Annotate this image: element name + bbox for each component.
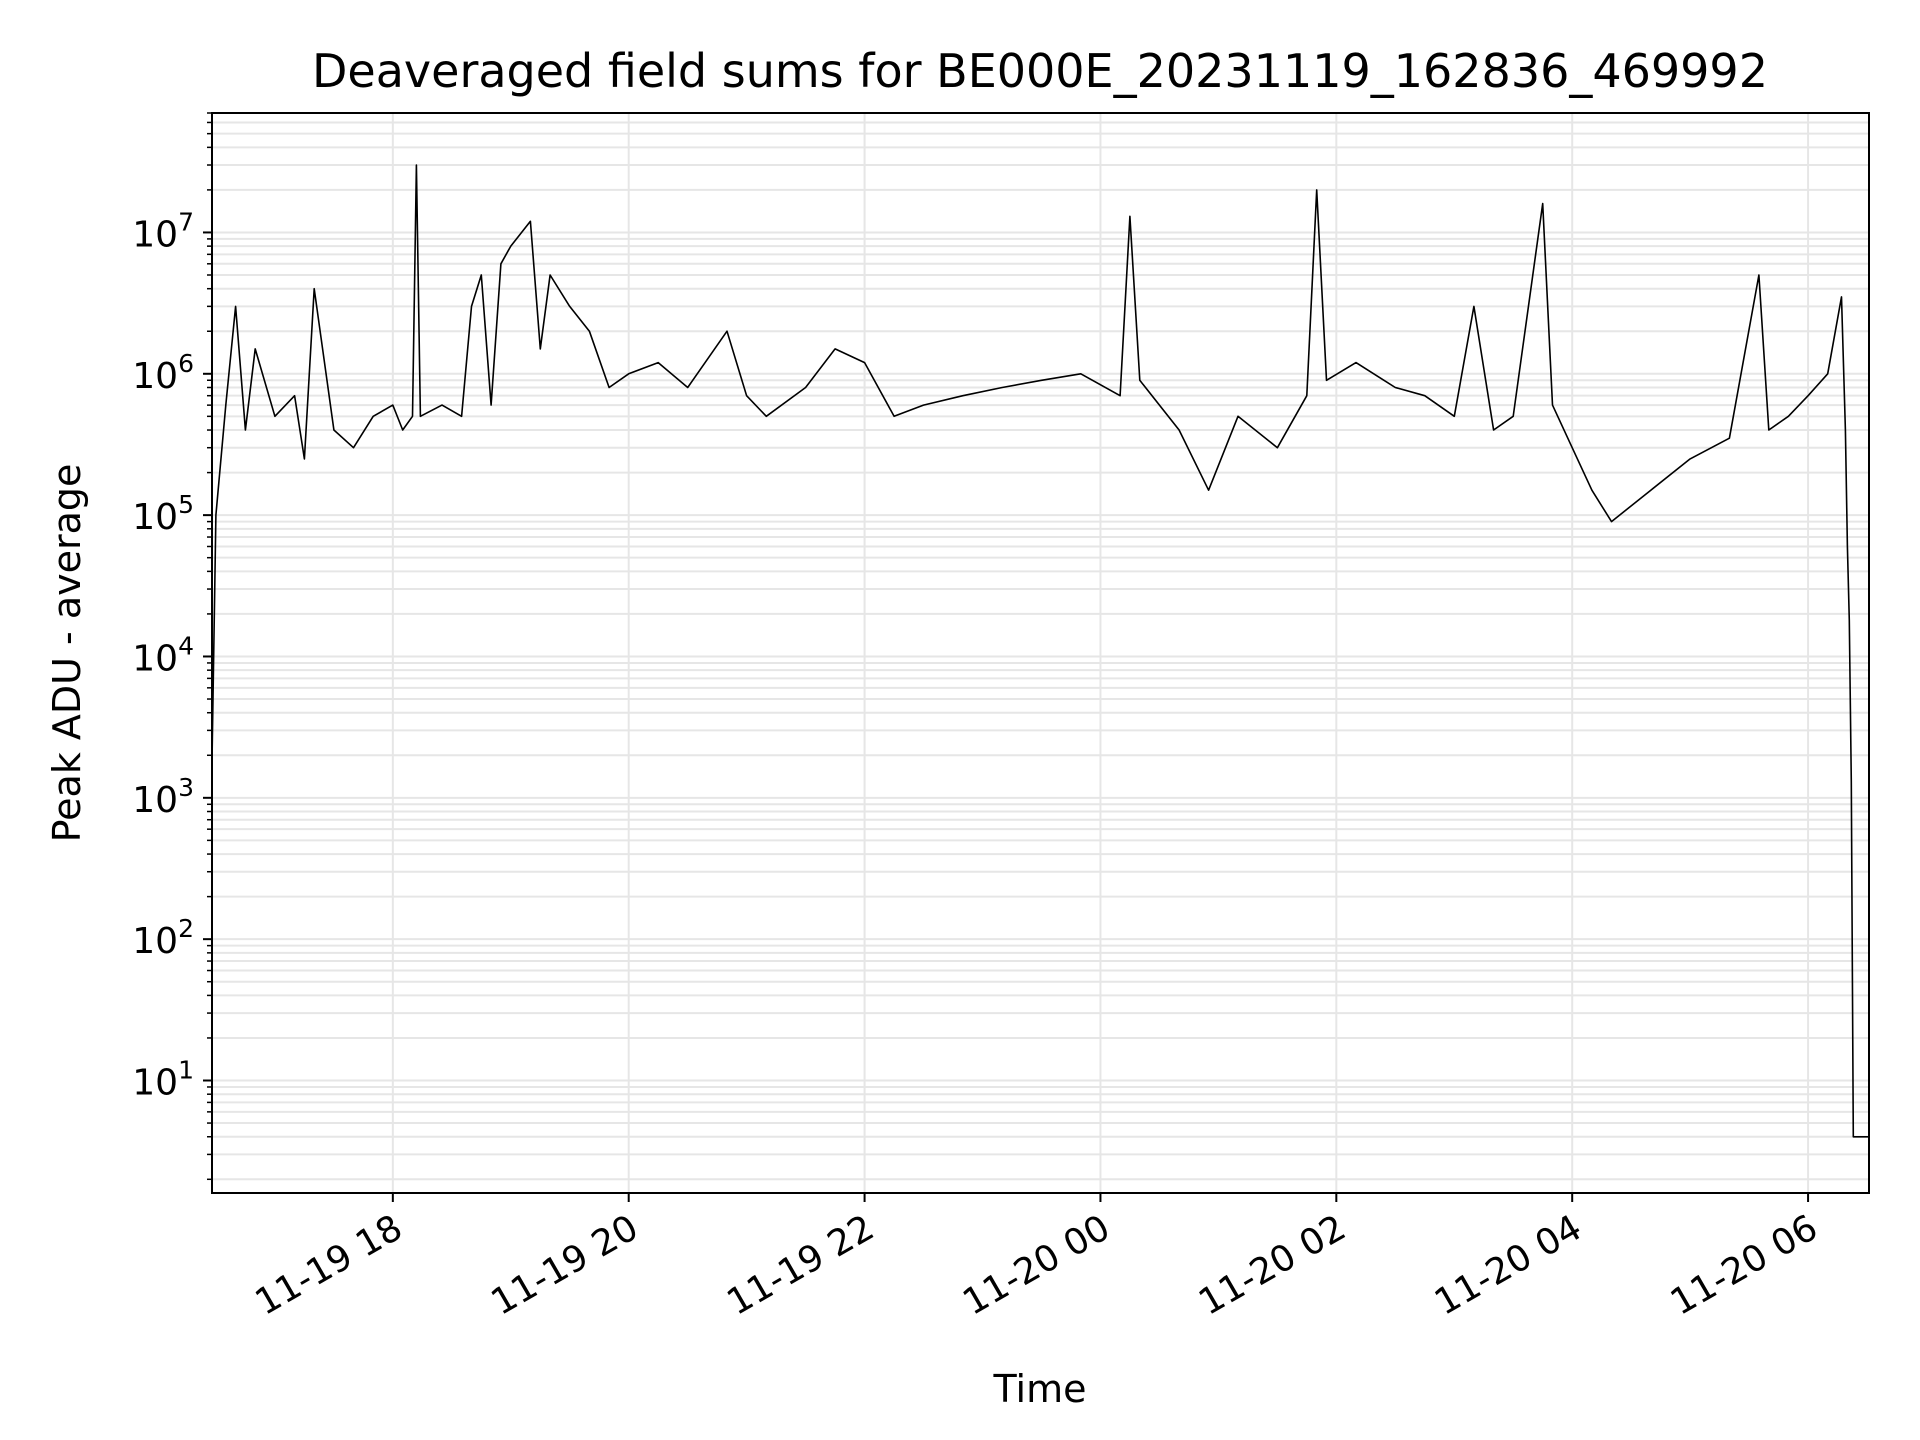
y-tick-label: 101 bbox=[132, 1056, 194, 1104]
x-axis-label: Time bbox=[993, 1367, 1087, 1411]
y-axis-label: Peak ADU - average bbox=[45, 464, 89, 843]
y-tick-label: 102 bbox=[132, 914, 194, 962]
chart-title: Deaveraged field sums for BE000E_2023111… bbox=[312, 44, 1768, 98]
grid-lines bbox=[212, 112, 1869, 1193]
y-tick-label: 107 bbox=[132, 207, 194, 255]
series-line bbox=[211, 164, 1869, 1138]
y-tick-label: 103 bbox=[132, 773, 194, 821]
plot-frame bbox=[211, 112, 1870, 1194]
y-tick-marks bbox=[203, 231, 212, 1082]
y-tick-label: 105 bbox=[132, 490, 194, 538]
y-tick-labels: 101 102 103 104 105 106 107 bbox=[132, 207, 194, 1103]
x-tick-marks bbox=[391, 1193, 1810, 1202]
y-tick-label: 106 bbox=[132, 349, 194, 397]
y-tick-label: 104 bbox=[132, 631, 194, 679]
